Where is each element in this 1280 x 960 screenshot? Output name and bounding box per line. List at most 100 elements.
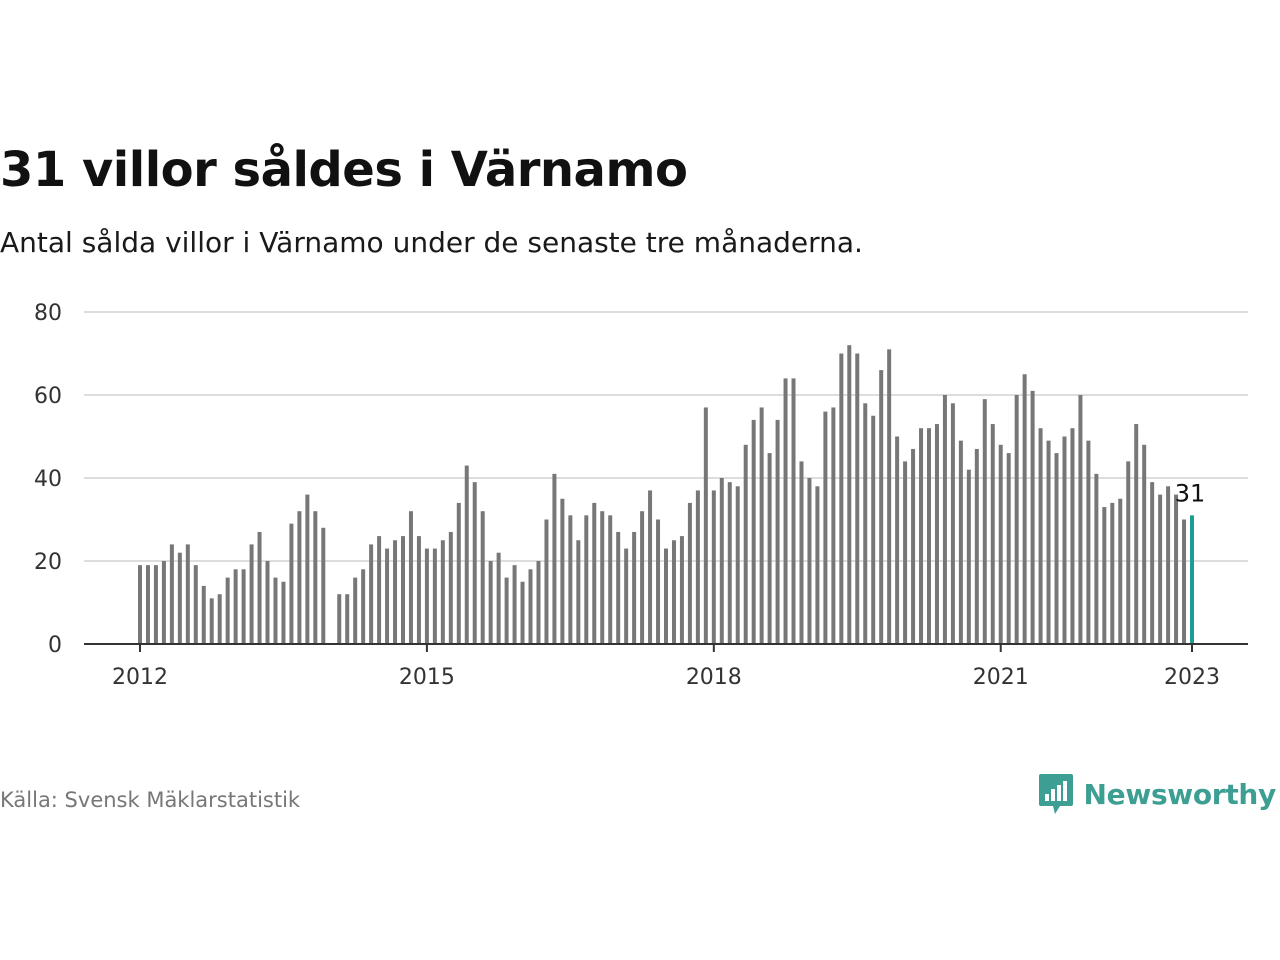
bar: [313, 511, 318, 644]
bar: [377, 536, 382, 644]
bar: [687, 502, 692, 644]
bar: [440, 540, 445, 644]
bar: [1150, 482, 1155, 644]
bar: [799, 461, 804, 644]
bar: [703, 407, 708, 644]
bar: [401, 536, 405, 644]
bar: [456, 502, 461, 644]
bar: [1158, 494, 1163, 644]
bar: [337, 594, 342, 644]
bar: [233, 569, 238, 644]
bar: [265, 561, 270, 644]
bar: [536, 561, 541, 644]
bar: [1094, 473, 1099, 644]
bar: [671, 540, 676, 644]
bar: [1062, 436, 1067, 644]
y-tick-label: 0: [48, 633, 62, 658]
bar: [783, 378, 788, 644]
bar: [281, 581, 286, 644]
bar: [648, 490, 653, 644]
brand-name: Newsworthy: [1083, 777, 1277, 811]
bar: [632, 531, 637, 644]
bar: [145, 565, 150, 644]
bar: [966, 469, 971, 644]
bar-chart: 0 20 40 60 80 2012 2015 2018 2021 2023 31: [34, 301, 1248, 690]
bar: [504, 577, 509, 644]
bar: [815, 486, 820, 644]
bar: [624, 548, 629, 644]
bar: [361, 569, 366, 644]
bar: [1182, 519, 1187, 644]
bar: [1070, 428, 1075, 644]
bar: [592, 502, 597, 644]
bar: [791, 378, 796, 644]
bar: [1030, 390, 1035, 644]
bar: [209, 598, 214, 644]
bar: [544, 519, 549, 644]
bar: [1046, 440, 1051, 644]
bar: [616, 531, 621, 644]
bar: [879, 370, 884, 644]
bar: [942, 395, 947, 644]
x-tick-label: 2018: [686, 665, 742, 690]
bar: [193, 565, 198, 644]
bar: [1038, 428, 1043, 644]
bar: [1166, 486, 1171, 644]
bar: [249, 544, 254, 644]
bar: [512, 565, 517, 644]
y-tick-label: 60: [34, 384, 62, 409]
bar: [911, 448, 916, 644]
bar: [656, 519, 661, 644]
bar: [153, 565, 158, 644]
bar: [807, 478, 812, 644]
bar: [297, 511, 302, 644]
bar: [1126, 461, 1131, 644]
chart-title: 31 villor såldes i Värnamo: [0, 142, 688, 198]
bar: [138, 565, 142, 644]
bar: [640, 511, 645, 644]
x-tick-label: 2021: [973, 665, 1029, 690]
bar: [560, 498, 565, 644]
bar: [424, 548, 429, 644]
bar: [974, 448, 979, 644]
bar: [464, 465, 469, 644]
bar: [887, 349, 892, 644]
bar: [1014, 395, 1019, 644]
bar: [416, 536, 421, 644]
bar: [568, 515, 573, 644]
bar: [1118, 498, 1123, 644]
bar: [576, 540, 581, 644]
x-tick-label: 2015: [399, 665, 455, 690]
bar: [369, 544, 374, 644]
bar: [934, 424, 939, 644]
bar: [305, 494, 310, 644]
bar: [863, 403, 868, 644]
bar: [584, 515, 589, 644]
bar: [241, 569, 246, 644]
x-tick-label: 2023: [1164, 665, 1220, 690]
bar: [1134, 424, 1139, 644]
bar: [751, 419, 756, 644]
bar: [161, 561, 166, 644]
bar: [735, 486, 740, 644]
bar: [345, 594, 350, 644]
bar: [1110, 502, 1115, 644]
bar: [839, 353, 844, 644]
bar: [855, 353, 860, 644]
bar: [895, 436, 900, 644]
chart-subtitle: Antal sålda villor i Värnamo under de se…: [0, 226, 863, 259]
bar: [201, 585, 206, 644]
y-tick-label: 80: [34, 301, 62, 326]
bar: [257, 531, 262, 644]
y-tick-label: 20: [34, 550, 62, 575]
bar: [448, 531, 453, 644]
bar: [775, 419, 780, 644]
bar: [608, 515, 613, 644]
bar: [759, 407, 764, 644]
bar: [998, 444, 1003, 644]
bar: [1054, 453, 1059, 644]
y-tick-label: 40: [34, 467, 62, 492]
bar-latest: [1190, 515, 1194, 644]
bar: [480, 511, 485, 644]
bar: [950, 403, 955, 644]
